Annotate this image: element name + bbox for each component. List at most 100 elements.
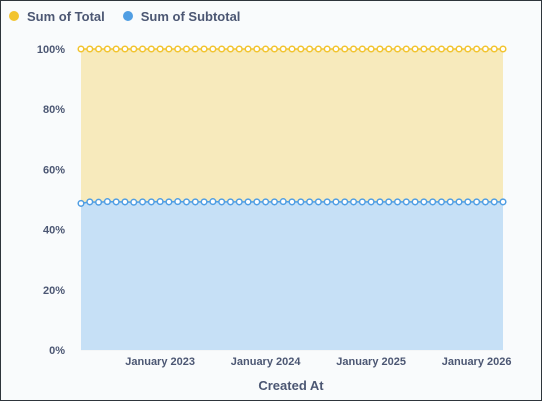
data-point[interactable] (481, 45, 489, 53)
data-point[interactable] (464, 198, 472, 206)
data-point[interactable] (279, 198, 287, 206)
data-point[interactable] (499, 45, 507, 53)
data-point[interactable] (174, 198, 182, 206)
data-point[interactable] (455, 45, 463, 53)
data-point[interactable] (226, 198, 235, 206)
data-point[interactable] (165, 45, 173, 53)
data-point[interactable] (385, 45, 393, 53)
data-point[interactable] (437, 45, 446, 53)
data-point[interactable] (112, 45, 120, 53)
data-point[interactable] (147, 198, 155, 206)
data-point[interactable] (499, 198, 507, 206)
data-point[interactable] (86, 45, 94, 53)
data-point[interactable] (393, 45, 402, 53)
data-point[interactable] (481, 198, 489, 206)
data-point[interactable] (341, 45, 349, 53)
data-point[interactable] (86, 198, 94, 206)
data-point[interactable] (270, 45, 278, 53)
data-point[interactable] (411, 45, 419, 53)
data-point[interactable] (358, 45, 366, 53)
data-point[interactable] (420, 198, 428, 206)
data-point[interactable] (103, 198, 111, 206)
data-point[interactable] (402, 45, 410, 53)
data-point[interactable] (103, 45, 111, 53)
data-point[interactable] (473, 198, 481, 206)
data-point[interactable] (367, 198, 375, 206)
data-point[interactable] (244, 198, 252, 206)
data-point[interactable] (121, 45, 129, 53)
data-point[interactable] (77, 45, 85, 53)
data-point[interactable] (200, 45, 208, 53)
data-point[interactable] (358, 198, 366, 206)
data-point[interactable] (402, 198, 410, 206)
data-point[interactable] (429, 45, 437, 53)
data-point[interactable] (95, 198, 103, 206)
data-point[interactable] (464, 45, 472, 53)
data-point[interactable] (147, 45, 155, 53)
data-point[interactable] (446, 198, 454, 206)
data-point[interactable] (393, 198, 402, 206)
data-point[interactable] (270, 198, 278, 206)
data-point[interactable] (297, 198, 305, 206)
data-point[interactable] (429, 198, 437, 206)
data-point[interactable] (244, 45, 252, 53)
data-point[interactable] (376, 45, 384, 53)
data-point[interactable] (279, 45, 287, 53)
data-point[interactable] (121, 198, 129, 206)
data-point[interactable] (349, 45, 358, 53)
data-point[interactable] (77, 199, 85, 207)
data-point[interactable] (253, 45, 261, 53)
data-point[interactable] (218, 198, 226, 206)
data-point[interactable] (200, 198, 208, 206)
data-point[interactable] (226, 45, 235, 53)
data-point[interactable] (455, 198, 463, 206)
data-point[interactable] (235, 198, 243, 206)
data-point[interactable] (411, 198, 419, 206)
data-point[interactable] (209, 45, 217, 53)
data-point[interactable] (332, 198, 340, 206)
data-point[interactable] (288, 198, 296, 206)
data-point[interactable] (235, 45, 243, 53)
data-point[interactable] (130, 198, 138, 206)
data-point[interactable] (218, 45, 226, 53)
data-point[interactable] (341, 198, 349, 206)
data-point[interactable] (490, 45, 498, 53)
data-point[interactable] (306, 198, 314, 206)
data-point[interactable] (165, 198, 173, 206)
data-point[interactable] (490, 198, 498, 206)
data-point[interactable] (138, 198, 147, 206)
data-point[interactable] (314, 198, 322, 206)
data-point[interactable] (209, 198, 217, 206)
data-point[interactable] (306, 45, 314, 53)
legend-item-sum-of-subtotal[interactable]: Sum of Subtotal (122, 9, 240, 24)
data-point[interactable] (314, 45, 322, 53)
data-point[interactable] (385, 198, 393, 206)
data-point[interactable] (262, 45, 270, 53)
legend-item-sum-of-total[interactable]: Sum of Total (9, 9, 105, 24)
data-point[interactable] (376, 198, 384, 206)
data-point[interactable] (349, 198, 358, 206)
data-point[interactable] (130, 45, 138, 53)
data-point[interactable] (297, 45, 305, 53)
data-point[interactable] (112, 198, 120, 206)
data-point[interactable] (191, 45, 199, 53)
data-point[interactable] (156, 198, 164, 206)
data-point[interactable] (156, 45, 164, 53)
data-point[interactable] (191, 198, 199, 206)
data-point[interactable] (323, 45, 331, 53)
data-point[interactable] (446, 45, 454, 53)
data-point[interactable] (367, 45, 375, 53)
data-point[interactable] (95, 45, 103, 53)
data-point[interactable] (420, 45, 428, 53)
data-point[interactable] (332, 45, 340, 53)
data-point[interactable] (253, 198, 261, 206)
data-point[interactable] (473, 45, 481, 53)
data-point[interactable] (182, 198, 191, 206)
data-point[interactable] (323, 198, 331, 206)
data-point[interactable] (182, 45, 191, 53)
data-point[interactable] (262, 198, 270, 206)
data-point[interactable] (174, 45, 182, 53)
data-point[interactable] (288, 45, 296, 53)
data-point[interactable] (138, 45, 147, 53)
data-point[interactable] (437, 198, 446, 206)
